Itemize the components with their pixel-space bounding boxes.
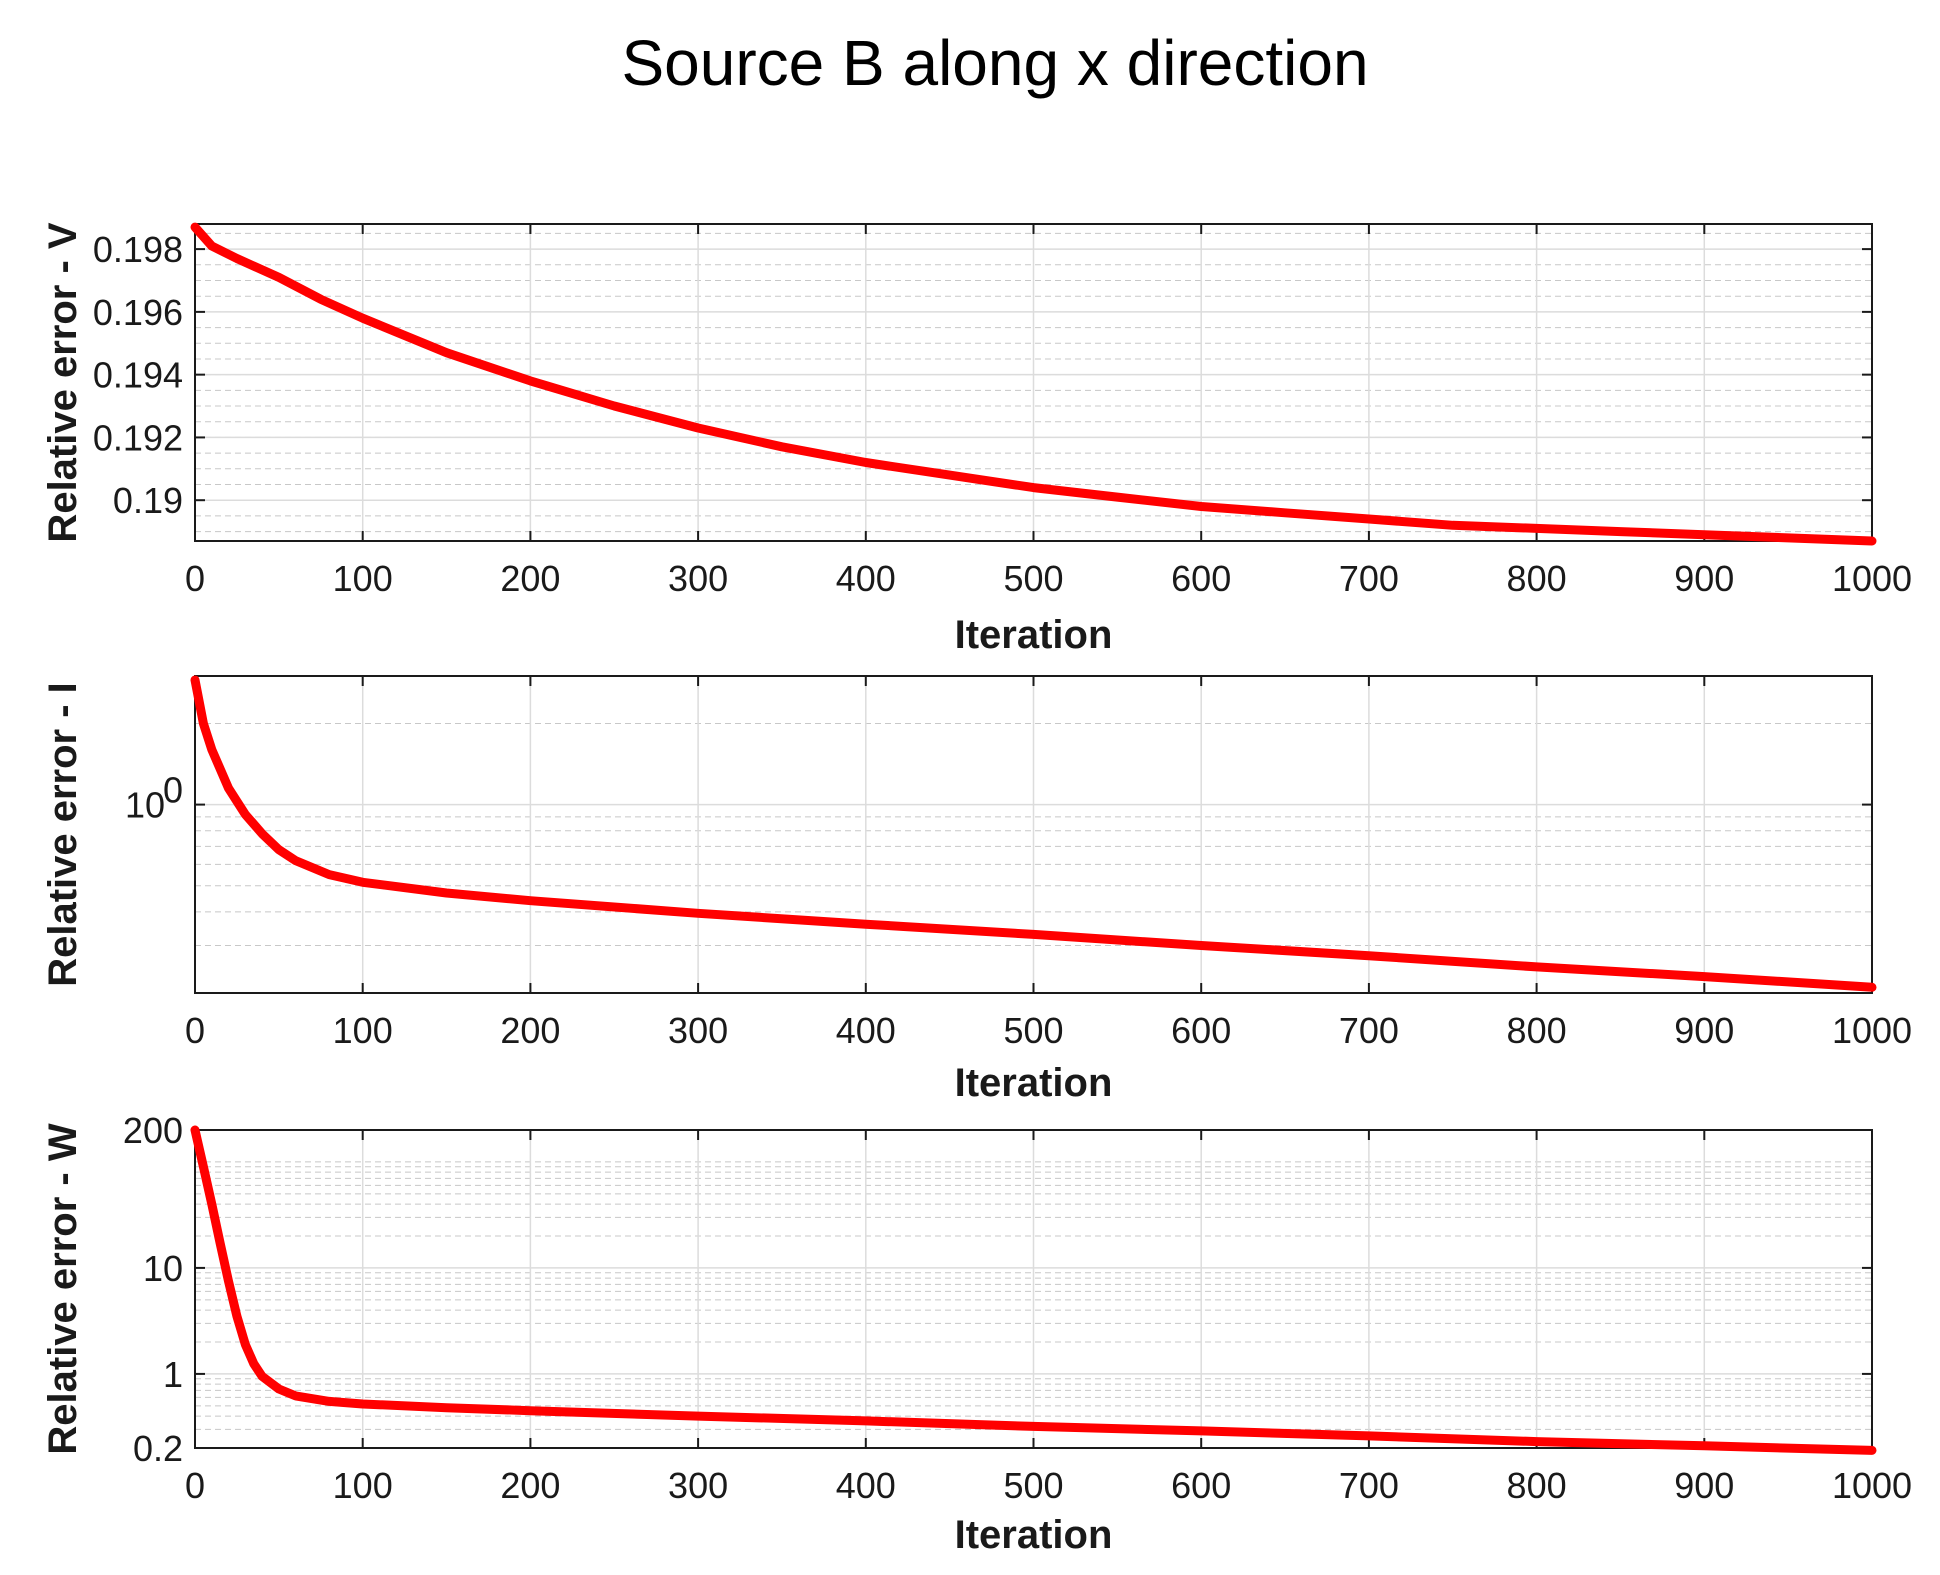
y-tick-label: 0.194 (93, 355, 183, 396)
x-tick-label: 800 (1507, 1010, 1567, 1051)
plot-frame (194, 1129, 1873, 1449)
x-tick-label: 200 (500, 1465, 560, 1506)
panel-i: 0 100 200 300 400 500 600 700 800 900 1000100Itera… (41, 675, 1912, 1105)
x-tick-label: 800 (1507, 558, 1567, 599)
plot-frame (194, 675, 1873, 994)
x-tick-label: 700 (1339, 1010, 1399, 1051)
series-line (190, 222, 1877, 546)
x-axis-label: Iteration (955, 613, 1113, 657)
x-tick-label: 200 (500, 558, 560, 599)
y-axis-label: Relative error - I (41, 682, 85, 987)
y-axis-label: Relative error - V (41, 222, 85, 542)
y-tick-label: 10 (143, 1248, 183, 1289)
y-axis-label: Relative error - W (41, 1123, 85, 1454)
panel-v: 0 100 200 300 400 500 600 700 800 900 1000 0.198 0.1… (41, 222, 1912, 657)
x-tick-label: 600 (1171, 558, 1231, 599)
x-tick-label: 700 (1339, 558, 1399, 599)
x-tick-label: 100 (333, 1465, 393, 1506)
x-tick-label: 100 (333, 558, 393, 599)
panels: 0 100 200 300 400 500 600 700 800 900 10000.1980.1… (41, 222, 1912, 1557)
x-tick-label: 500 (1003, 1010, 1063, 1051)
x-tick-label: 100 (333, 1010, 393, 1051)
x-tick-label: 1000 (1832, 1010, 1912, 1051)
x-tick-label: 400 (836, 1465, 896, 1506)
series-line (190, 675, 1877, 992)
x-tick-label: 900 (1674, 558, 1734, 599)
y-tick-label: 0.192 (93, 417, 183, 458)
y-tick-label: 10 (125, 785, 165, 826)
x-tick-label: 0 (185, 558, 205, 599)
x-tick-label: 400 (836, 558, 896, 599)
chart-title: Source B along x direction (621, 27, 1368, 99)
x-tick-label: 800 (1507, 1465, 1567, 1506)
x-tick-label: 600 (1171, 1465, 1231, 1506)
series-line (190, 1125, 1877, 1455)
x-tick-label: 0 (185, 1010, 205, 1051)
y-tick-label: 200 (123, 1110, 183, 1151)
y-tick-label: 0.2 (133, 1428, 183, 1469)
panel-w: 0 100 200 300 400 500 600 700 800 900 1000 200 10 1 0.… (41, 1110, 1912, 1557)
x-tick-label: 200 (500, 1010, 560, 1051)
y-tick-label: 1 (163, 1354, 183, 1395)
x-tick-label: 300 (668, 1465, 728, 1506)
x-tick-label: 500 (1003, 558, 1063, 599)
x-axis-label: Iteration (955, 1513, 1113, 1557)
x-tick-label: 700 (1339, 1465, 1399, 1506)
x-tick-label: 300 (668, 1010, 728, 1051)
x-tick-label: 900 (1674, 1010, 1734, 1051)
x-axis-label: Iteration (955, 1061, 1113, 1105)
x-tick-label: 1000 (1832, 558, 1912, 599)
x-tick-label: 0 (185, 1465, 205, 1506)
x-tick-label: 500 (1003, 1465, 1063, 1506)
plot-frame (194, 223, 1873, 542)
x-tick-label: 600 (1171, 1010, 1231, 1051)
x-tick-label: 900 (1674, 1465, 1734, 1506)
x-tick-label: 300 (668, 558, 728, 599)
y-tick-label: 0.19 (113, 480, 183, 521)
x-tick-label: 400 (836, 1010, 896, 1051)
x-tick-label: 1000 (1832, 1465, 1912, 1506)
y-tick-label: 0.198 (93, 229, 183, 270)
y-tick-exponent: 0 (163, 770, 183, 811)
y-tick-label: 0.196 (93, 292, 183, 333)
